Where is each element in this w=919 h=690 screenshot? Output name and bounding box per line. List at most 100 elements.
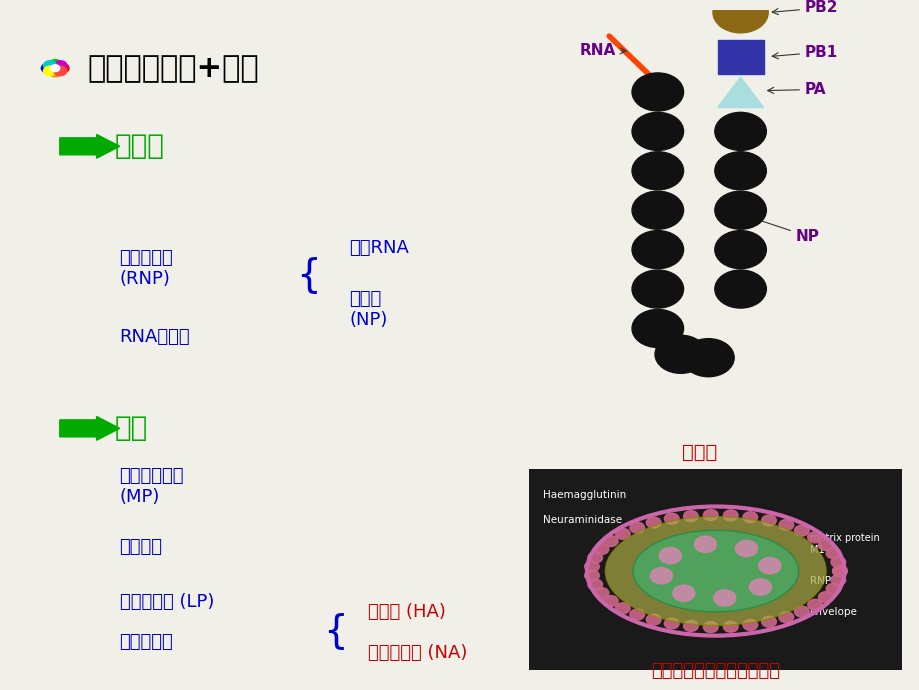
Text: {: { bbox=[296, 257, 320, 295]
Circle shape bbox=[714, 191, 766, 229]
Circle shape bbox=[49, 59, 62, 69]
Circle shape bbox=[714, 152, 766, 190]
Circle shape bbox=[778, 520, 793, 531]
Circle shape bbox=[43, 61, 56, 70]
Circle shape bbox=[778, 612, 793, 622]
Circle shape bbox=[630, 522, 644, 533]
Circle shape bbox=[794, 606, 809, 617]
Text: 内层基质蛋白
(MP): 内层基质蛋白 (MP) bbox=[119, 466, 184, 506]
Circle shape bbox=[654, 335, 706, 373]
Circle shape bbox=[603, 595, 618, 607]
FancyArrow shape bbox=[60, 417, 119, 440]
Text: {: { bbox=[323, 611, 347, 649]
Circle shape bbox=[584, 561, 598, 572]
Ellipse shape bbox=[632, 531, 798, 612]
Circle shape bbox=[683, 511, 698, 522]
Circle shape bbox=[758, 558, 780, 574]
Text: 脂质双层: 脂质双层 bbox=[119, 538, 163, 556]
Circle shape bbox=[743, 512, 757, 522]
Text: 外层脂蛋白 (LP): 外层脂蛋白 (LP) bbox=[119, 593, 214, 611]
Circle shape bbox=[615, 529, 630, 540]
Circle shape bbox=[734, 540, 756, 557]
Circle shape bbox=[630, 609, 644, 620]
Circle shape bbox=[587, 579, 602, 590]
Circle shape bbox=[631, 309, 683, 348]
Circle shape bbox=[694, 536, 716, 553]
Circle shape bbox=[714, 112, 766, 150]
Text: 结构：核衣壳+包膜: 结构：核衣壳+包膜 bbox=[87, 54, 259, 83]
Circle shape bbox=[43, 66, 56, 76]
Text: RNA: RNA bbox=[579, 43, 626, 57]
Text: 包膜: 包膜 bbox=[115, 415, 148, 442]
Circle shape bbox=[818, 592, 833, 602]
Polygon shape bbox=[717, 77, 763, 108]
Circle shape bbox=[615, 603, 630, 613]
Text: 核衣壳: 核衣壳 bbox=[681, 443, 716, 462]
Text: Neuraminidase: Neuraminidase bbox=[542, 515, 621, 524]
Circle shape bbox=[594, 588, 608, 598]
Text: 病毒RNA: 病毒RNA bbox=[349, 239, 409, 257]
Circle shape bbox=[832, 566, 846, 577]
Circle shape bbox=[749, 579, 771, 595]
Circle shape bbox=[664, 618, 678, 629]
Circle shape bbox=[825, 583, 840, 594]
Circle shape bbox=[722, 621, 737, 632]
Circle shape bbox=[631, 270, 683, 308]
Circle shape bbox=[587, 552, 602, 563]
Text: RNP: RNP bbox=[809, 576, 830, 586]
Circle shape bbox=[650, 568, 672, 584]
Circle shape bbox=[646, 517, 661, 528]
Circle shape bbox=[722, 510, 737, 521]
Circle shape bbox=[703, 622, 718, 633]
Circle shape bbox=[54, 66, 67, 76]
Circle shape bbox=[714, 230, 766, 268]
Circle shape bbox=[631, 73, 683, 111]
Circle shape bbox=[818, 540, 833, 551]
Circle shape bbox=[743, 620, 757, 631]
Circle shape bbox=[664, 513, 678, 524]
Text: 甲型流感病毒立体结构模式: 甲型流感病毒立体结构模式 bbox=[651, 662, 779, 680]
Text: RNA多聚酶: RNA多聚酶 bbox=[119, 328, 190, 346]
Circle shape bbox=[703, 510, 718, 520]
Circle shape bbox=[713, 590, 735, 606]
Circle shape bbox=[712, 0, 767, 33]
Circle shape bbox=[645, 614, 660, 625]
Circle shape bbox=[683, 620, 698, 631]
Circle shape bbox=[631, 152, 683, 190]
Text: Haemagglutinin: Haemagglutinin bbox=[542, 489, 625, 500]
Circle shape bbox=[659, 547, 681, 564]
Circle shape bbox=[631, 112, 683, 150]
Circle shape bbox=[584, 570, 598, 581]
Circle shape bbox=[682, 339, 733, 377]
FancyBboxPatch shape bbox=[528, 469, 901, 669]
Text: 核糖核蛋白
(RNP): 核糖核蛋白 (RNP) bbox=[119, 249, 173, 288]
Circle shape bbox=[51, 65, 60, 72]
Text: envelope: envelope bbox=[809, 607, 857, 617]
Circle shape bbox=[832, 566, 846, 577]
Text: 核蛋白
(NP): 核蛋白 (NP) bbox=[349, 290, 388, 329]
Text: NP: NP bbox=[753, 217, 819, 244]
FancyBboxPatch shape bbox=[717, 39, 763, 74]
Text: matrix protein
M1: matrix protein M1 bbox=[809, 533, 879, 555]
Circle shape bbox=[41, 63, 54, 73]
Text: 血凝素 (HA): 血凝素 (HA) bbox=[368, 603, 446, 621]
Text: 核衣壳: 核衣壳 bbox=[115, 132, 165, 160]
Circle shape bbox=[794, 525, 809, 536]
Text: PB2: PB2 bbox=[771, 1, 837, 15]
Circle shape bbox=[807, 600, 822, 610]
Circle shape bbox=[49, 67, 62, 77]
Circle shape bbox=[807, 532, 822, 543]
Circle shape bbox=[603, 535, 618, 546]
Text: PA: PA bbox=[766, 82, 825, 97]
Circle shape bbox=[594, 544, 608, 555]
Text: 神经氨酸酶 (NA): 神经氨酸酶 (NA) bbox=[368, 644, 467, 662]
Circle shape bbox=[672, 585, 694, 602]
Circle shape bbox=[631, 191, 683, 229]
Ellipse shape bbox=[605, 517, 825, 625]
Circle shape bbox=[54, 61, 67, 70]
Circle shape bbox=[631, 230, 683, 268]
Circle shape bbox=[830, 575, 845, 586]
Circle shape bbox=[714, 270, 766, 308]
Text: 糖蛋白棘突: 糖蛋白棘突 bbox=[119, 633, 173, 651]
Circle shape bbox=[761, 616, 776, 627]
